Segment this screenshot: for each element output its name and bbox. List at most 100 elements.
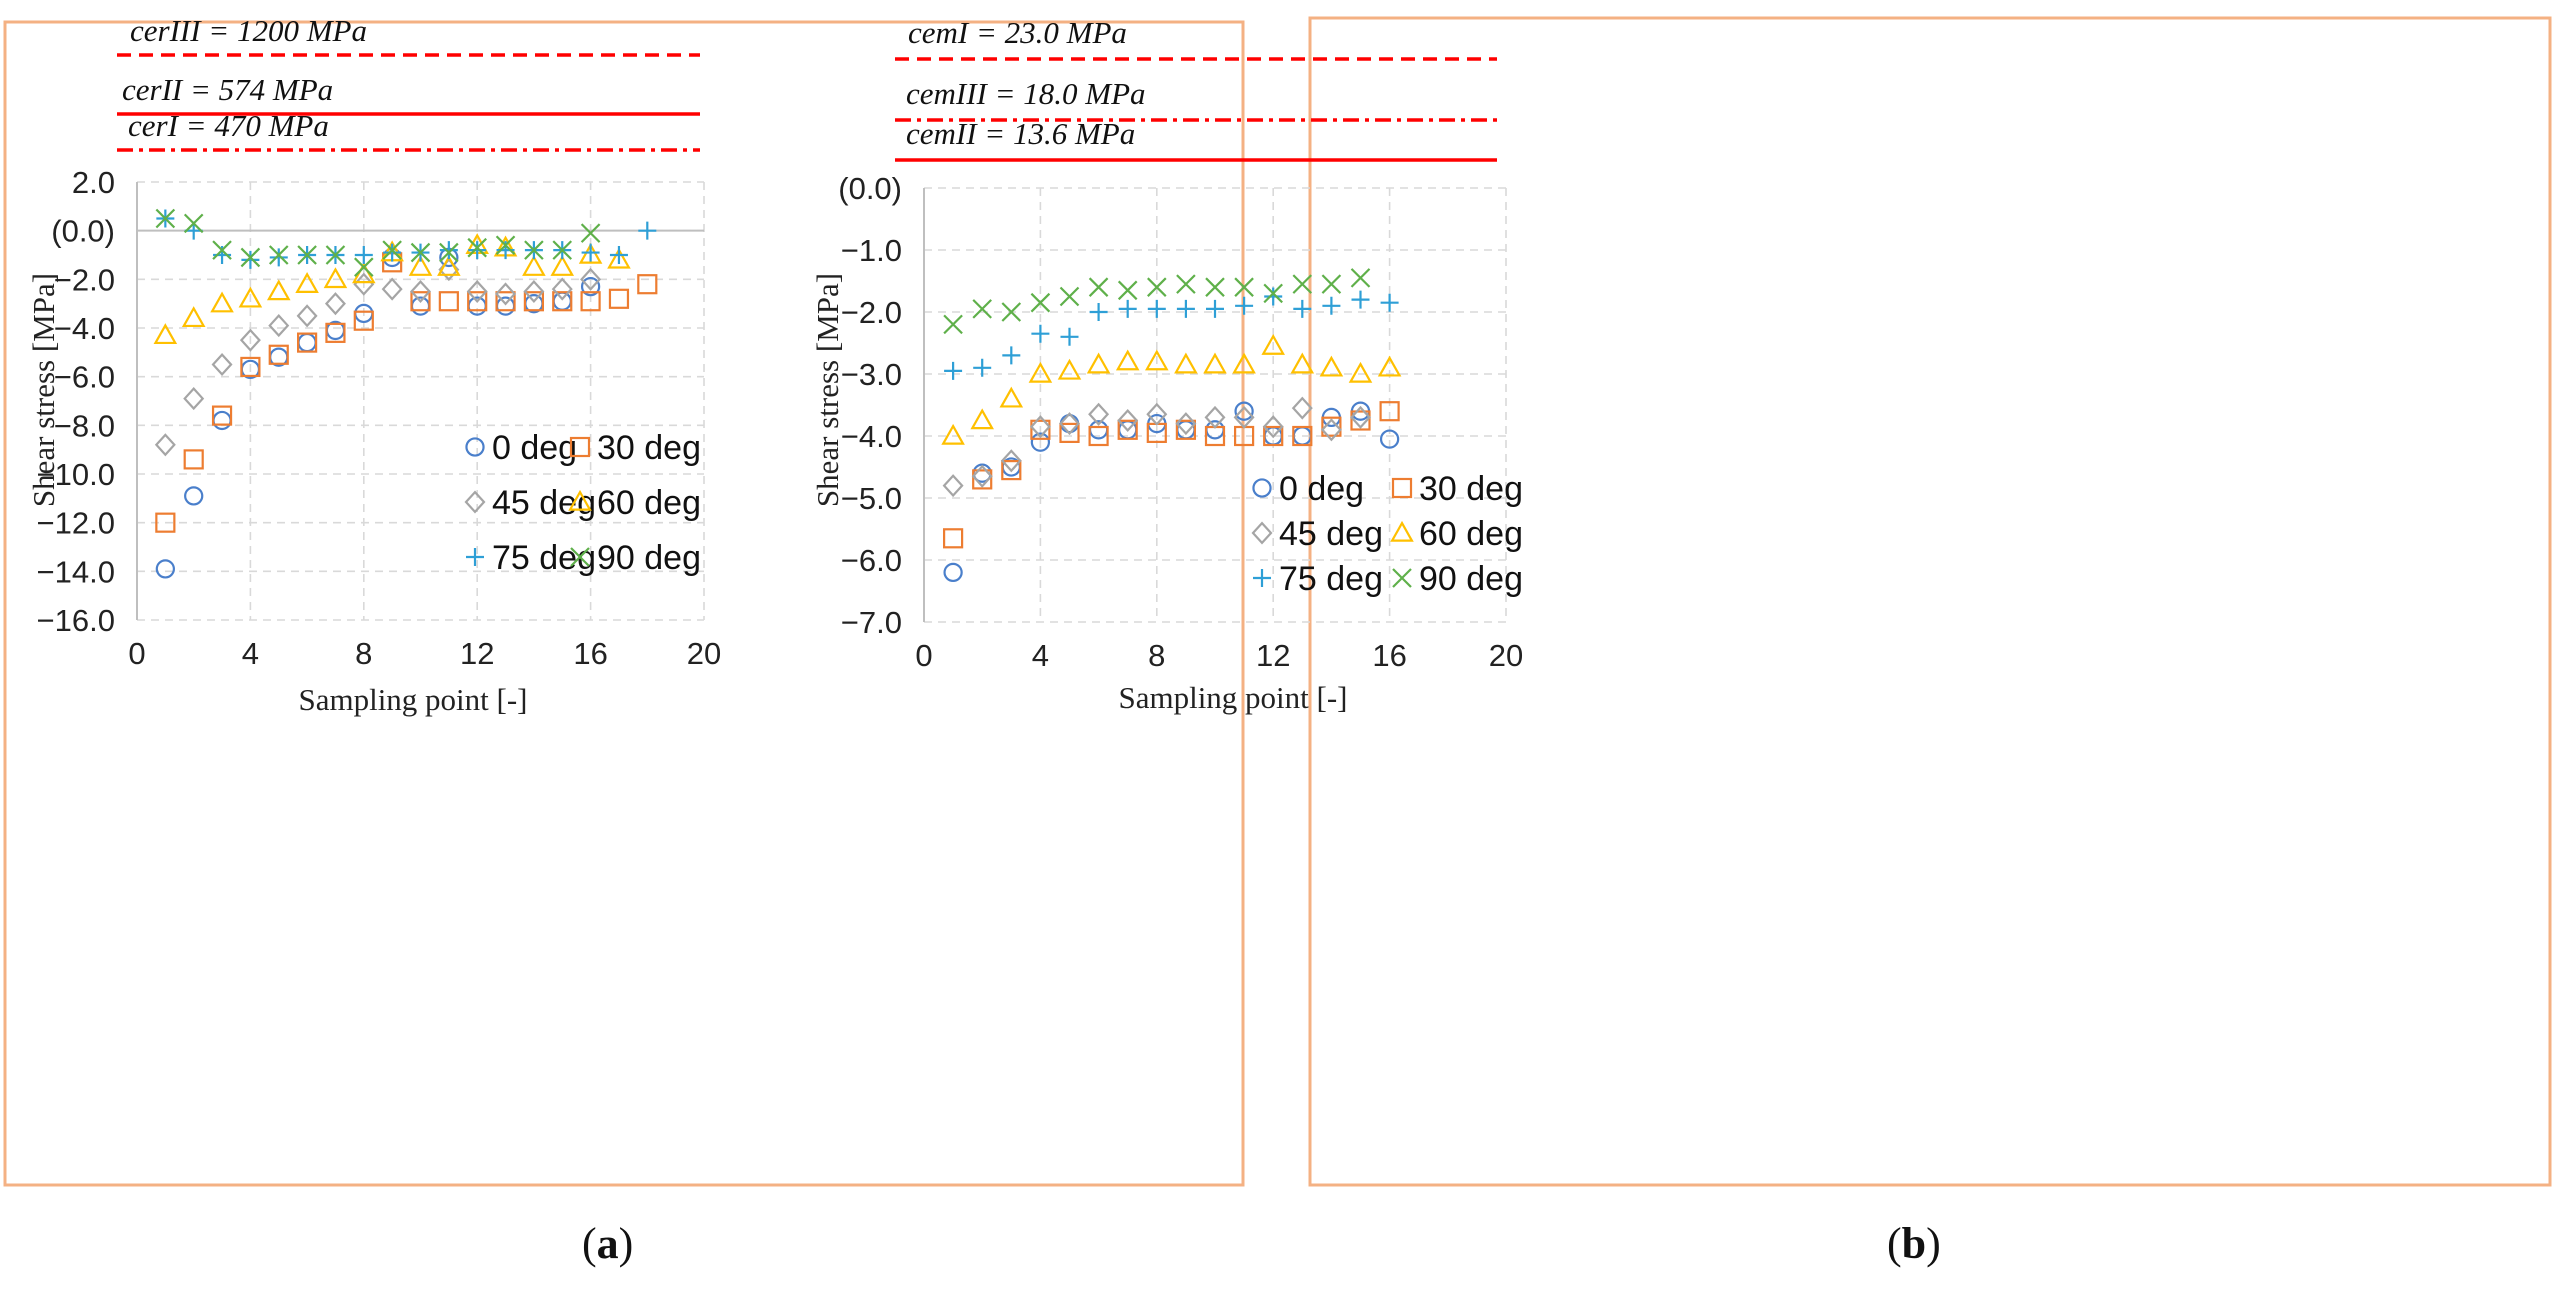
panel-b-data-point <box>971 464 993 488</box>
panel-b-data-point <box>1117 408 1139 433</box>
panel-b-data-point <box>970 408 994 430</box>
panel-b-data-point <box>942 528 964 549</box>
panel-a-data-point <box>212 240 232 260</box>
panel-a-data-point <box>522 255 546 276</box>
caption-b: (b) <box>1887 1219 1941 1268</box>
panel-a-data-point <box>183 213 204 234</box>
panel-b-x-tick-label: 12 <box>1256 638 1290 673</box>
panel-b-data-point <box>943 314 963 335</box>
panel-a-data-point <box>581 243 600 262</box>
panel-b-data-point <box>1029 415 1051 439</box>
panel-a-data-point <box>524 240 544 260</box>
panel-a-data-point <box>468 241 487 260</box>
panel-a-data-point <box>467 291 488 312</box>
panel-b-x-tick-label: 0 <box>915 638 932 673</box>
panel-a-y-tick-label: −10.0 <box>37 457 115 492</box>
panel-a-data-point <box>155 512 176 533</box>
panel-b-data-point <box>1030 292 1051 313</box>
panel-a-data-point <box>268 245 289 265</box>
panel-b-data-point <box>1088 277 1109 297</box>
caption-a-letter: a <box>597 1219 619 1268</box>
panel-a-data-point <box>295 272 319 293</box>
panel-a-data-point <box>637 274 658 295</box>
panel-a-data-point <box>210 291 234 313</box>
panel-b-legend: 0 deg 30 deg 45 deg 60 deg 75 deg 90 deg <box>1251 470 1523 598</box>
panel-b-data-point <box>1319 355 1344 377</box>
panel-b-data-point <box>1234 277 1254 297</box>
panel-b-data-point <box>1263 425 1284 447</box>
panel-b-reference-label-1: cemIII = 18.0 MPa <box>906 76 1146 111</box>
panel-a-data-point <box>183 449 204 470</box>
panel-b-data-point <box>1321 274 1342 294</box>
panel-a-data-point <box>154 433 176 457</box>
panel-b-data-point <box>1292 274 1313 294</box>
panel-a-data-point <box>523 291 545 312</box>
panel-b-data-point <box>972 299 992 319</box>
panel-b-data-point <box>941 423 965 445</box>
panel-b-series-45-deg <box>942 396 1371 498</box>
panel-a-x-tick-label: 20 <box>687 636 721 671</box>
panel-a-data-point <box>153 323 178 345</box>
panel-a-data-point <box>437 255 461 276</box>
panel-b-data-point <box>1350 410 1371 431</box>
panel-a-data-point <box>466 279 488 304</box>
panel-a-data-point <box>580 291 601 312</box>
panel-b-data-point <box>1379 401 1400 422</box>
panel-a-data-point <box>266 279 291 301</box>
panel-a-data-point <box>578 242 603 264</box>
panel-b-data-point <box>1147 277 1167 297</box>
panel-a-data-point <box>552 240 573 260</box>
panel-a-data-point <box>467 237 487 258</box>
panel-b-series-60-deg <box>941 333 1402 445</box>
panel-a-reference-label-2: cerI = 470 MPa <box>128 108 329 143</box>
panel-a-data-point <box>239 328 261 352</box>
panel-b-data-point <box>1059 422 1080 443</box>
panel-b-data-point <box>1088 425 1109 447</box>
panel-b-legend-marker <box>1252 478 1272 498</box>
panel-a-y-tick-label: −16.0 <box>37 603 115 638</box>
panel-a-data-point <box>580 267 602 291</box>
panel-b-y-tick-label: −2.0 <box>841 295 902 330</box>
panel-a-legend-marker <box>466 548 484 566</box>
panel-a-data-point <box>608 288 630 309</box>
panel-b-x-tick-label: 16 <box>1372 638 1406 673</box>
panel-a-y-tick-label: −14.0 <box>37 554 115 589</box>
panel-a-data-point <box>296 304 318 328</box>
panel-a-y-tick-label: (0.0) <box>51 214 115 249</box>
panel-a: 0 4 8 12 16 20 2.0 (0.0) −2.0 −4.0 −6.0 −8.0 −10.0 −1… <box>3 13 1245 1187</box>
panel-b-legend-label: 60 deg <box>1419 515 1523 553</box>
panel-a-y-tick-label: 2.0 <box>72 165 115 200</box>
panel-a-legend-marker <box>569 436 591 458</box>
panel-b-data-point <box>1263 283 1283 304</box>
panel-b-x-tick-label: 20 <box>1489 638 1523 673</box>
panel-b-data-point <box>1205 277 1225 297</box>
panel-b-x-axis-title: Sampling point [-] <box>1118 680 1347 715</box>
panel-b-frame <box>1308 16 2552 1187</box>
panel-b-data-point <box>1377 355 1402 377</box>
panel-b-legend-label: 90 deg <box>1419 560 1523 598</box>
panel-a-data-point <box>383 243 402 262</box>
panel-b-y-tick-label: −3.0 <box>841 357 902 392</box>
panel-a-series-90-deg <box>155 208 601 277</box>
panel-a-y-tick-label: −2.0 <box>54 262 115 297</box>
panel-a-frame <box>3 20 1245 1187</box>
panel-b-data-point <box>1292 425 1313 447</box>
panel-a-data-point <box>638 221 657 240</box>
panel-b-data-point <box>1059 412 1080 436</box>
panel-b: 0 4 8 12 16 20 (0.0) −1.0 −2.0 −3.0 −4.0 −5.0 −6.0 −7… <box>810 15 2552 1187</box>
panel-a-data-point <box>607 247 631 269</box>
panel-b-data-point <box>1262 415 1284 439</box>
panel-b-series-30-deg <box>942 401 1400 549</box>
panel-b-legend-label: 30 deg <box>1419 470 1523 508</box>
panel-a-legend-label: 45 deg <box>492 484 596 522</box>
panel-b-legend-marker <box>1253 569 1271 587</box>
panel-b-data-point <box>1001 460 1022 481</box>
panel-b-data-point <box>1002 346 1021 365</box>
panel-a-data-point <box>580 276 601 297</box>
panel-a-data-point <box>155 208 176 229</box>
panel-b-data-point <box>1030 432 1051 452</box>
panel-a-legend-marker <box>464 490 486 514</box>
panel-a-data-point <box>580 223 601 243</box>
panel-b-y-tick-label: (0.0) <box>838 171 902 206</box>
